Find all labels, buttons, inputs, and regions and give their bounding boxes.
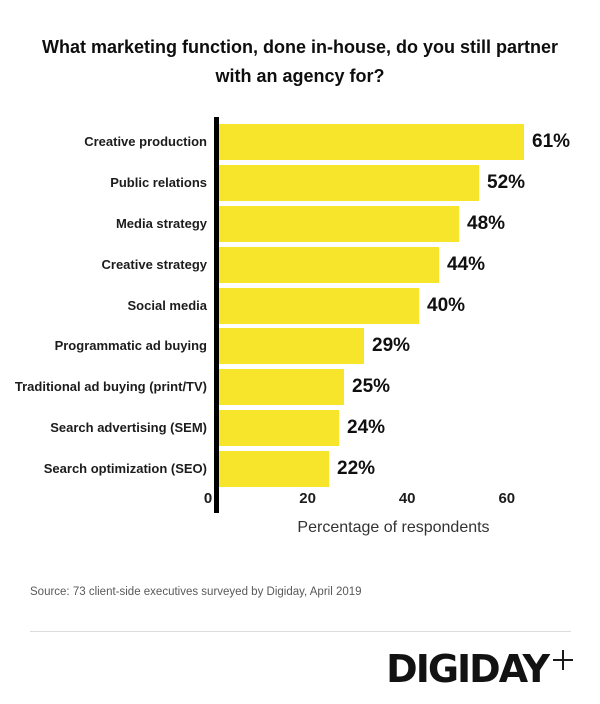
source-note: Source: 73 client-side executives survey…	[30, 586, 362, 598]
category-label: Media strategy	[115, 216, 207, 231]
category-label: Creative production	[84, 134, 207, 149]
category-label: Traditional ad buying (print/TV)	[14, 379, 207, 394]
category-label: Public relations	[110, 175, 207, 190]
x-tick-label: 0	[203, 490, 213, 507]
digiday-logo: DIGIDAY	[386, 648, 573, 690]
chart-title: What marketing function, done in-house, …	[41, 37, 558, 86]
bar	[219, 247, 439, 283]
bar	[219, 124, 524, 160]
digiday-wordmark: DIGIDAY	[386, 647, 550, 691]
plus-icon	[553, 650, 573, 675]
category-label: Search optimization (SEO)	[43, 461, 207, 476]
value-label: 52%	[487, 172, 526, 193]
value-label: 24%	[347, 417, 386, 438]
bar	[219, 410, 339, 446]
value-label: 48%	[467, 213, 506, 234]
category-label: Programmatic ad buying	[54, 338, 207, 353]
value-label: 61%	[532, 131, 571, 152]
bar	[219, 451, 329, 487]
bar	[219, 328, 364, 364]
value-label: 40%	[427, 295, 466, 316]
x-tick-label: 60	[498, 490, 516, 507]
bar	[219, 165, 479, 201]
x-tick-label: 20	[299, 490, 316, 507]
x-axis-label: Percentage of respondents	[297, 519, 490, 536]
value-label: 29%	[372, 335, 411, 356]
value-label: 25%	[352, 376, 391, 397]
bar	[219, 206, 459, 242]
category-label: Creative strategy	[101, 257, 208, 272]
y-axis-spine	[214, 117, 219, 513]
bar-chart: Creative production 61% Public relations 52…	[14, 117, 571, 513]
value-label: 44%	[447, 254, 486, 275]
bar	[219, 288, 419, 324]
category-label: Search advertising (SEM)	[50, 420, 207, 435]
x-tick-label: 40	[398, 490, 416, 507]
category-label: Social media	[127, 298, 207, 313]
footer-divider	[30, 631, 571, 632]
value-label: 22%	[337, 458, 376, 479]
bar	[219, 369, 344, 405]
